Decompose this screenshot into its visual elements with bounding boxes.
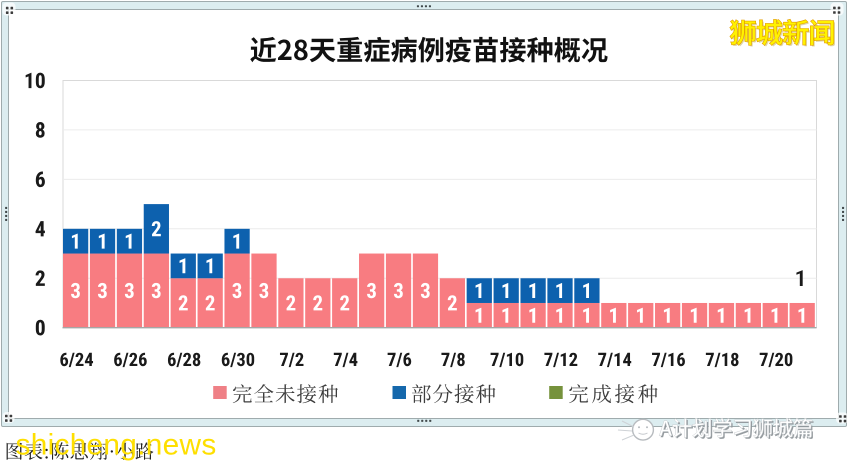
svg-text:shicheng.news: shicheng.news	[16, 429, 217, 462]
